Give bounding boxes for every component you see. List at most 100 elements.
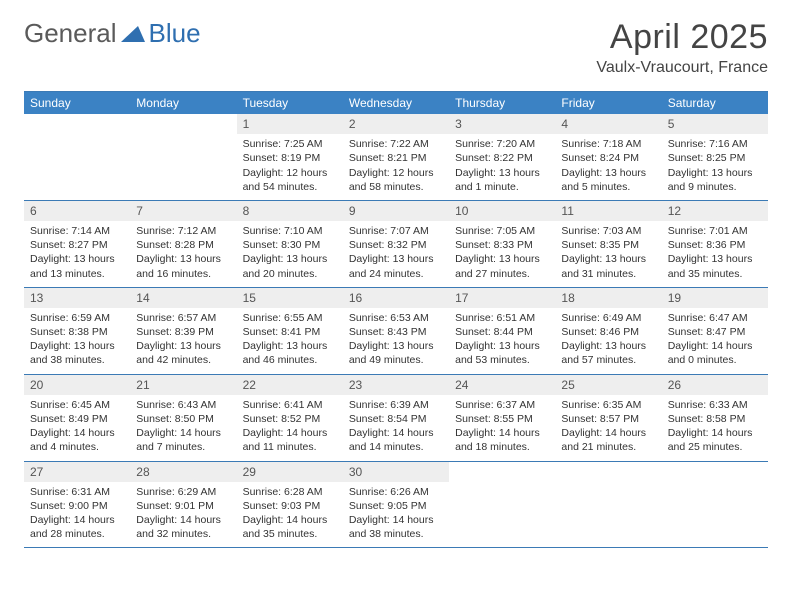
calendar-day: 4Sunrise: 7:18 AMSunset: 8:24 PMDaylight…: [555, 114, 661, 200]
calendar-day: 8Sunrise: 7:10 AMSunset: 8:30 PMDaylight…: [237, 201, 343, 287]
calendar-day: 26Sunrise: 6:33 AMSunset: 8:58 PMDayligh…: [662, 375, 768, 461]
calendar: SundayMondayTuesdayWednesdayThursdayFrid…: [24, 91, 768, 548]
weekday-header: Tuesday: [237, 92, 343, 114]
day-details: Sunrise: 6:35 AMSunset: 8:57 PMDaylight:…: [555, 395, 661, 461]
calendar-week: 27Sunrise: 6:31 AMSunset: 9:00 PMDayligh…: [24, 462, 768, 549]
day-details: Sunrise: 6:29 AMSunset: 9:01 PMDaylight:…: [130, 482, 236, 548]
day-details: Sunrise: 7:07 AMSunset: 8:32 PMDaylight:…: [343, 221, 449, 287]
sunrise-line: Sunrise: 7:16 AM: [668, 137, 762, 151]
calendar-day: 3Sunrise: 7:20 AMSunset: 8:22 PMDaylight…: [449, 114, 555, 200]
sunrise-line: Sunrise: 6:47 AM: [668, 311, 762, 325]
calendar-day: 25Sunrise: 6:35 AMSunset: 8:57 PMDayligh…: [555, 375, 661, 461]
day-details: Sunrise: 6:41 AMSunset: 8:52 PMDaylight:…: [237, 395, 343, 461]
calendar-day: 6Sunrise: 7:14 AMSunset: 8:27 PMDaylight…: [24, 201, 130, 287]
sunrise-line: Sunrise: 6:33 AM: [668, 398, 762, 412]
daylight-line: Daylight: 14 hours and 21 minutes.: [561, 426, 655, 454]
day-details: Sunrise: 6:43 AMSunset: 8:50 PMDaylight:…: [130, 395, 236, 461]
sunset-line: Sunset: 8:24 PM: [561, 151, 655, 165]
day-number: 15: [237, 288, 343, 308]
calendar-day: 24Sunrise: 6:37 AMSunset: 8:55 PMDayligh…: [449, 375, 555, 461]
calendar-day: 18Sunrise: 6:49 AMSunset: 8:46 PMDayligh…: [555, 288, 661, 374]
sunrise-line: Sunrise: 7:22 AM: [349, 137, 443, 151]
sunrise-line: Sunrise: 7:12 AM: [136, 224, 230, 238]
day-details: Sunrise: 6:39 AMSunset: 8:54 PMDaylight:…: [343, 395, 449, 461]
day-number: 3: [449, 114, 555, 134]
day-details: Sunrise: 7:14 AMSunset: 8:27 PMDaylight:…: [24, 221, 130, 287]
day-details: Sunrise: 7:22 AMSunset: 8:21 PMDaylight:…: [343, 134, 449, 200]
daylight-line: Daylight: 13 hours and 31 minutes.: [561, 252, 655, 280]
daylight-line: Daylight: 13 hours and 5 minutes.: [561, 166, 655, 194]
day-details: Sunrise: 6:45 AMSunset: 8:49 PMDaylight:…: [24, 395, 130, 461]
sunrise-line: Sunrise: 6:45 AM: [30, 398, 124, 412]
daylight-line: Daylight: 13 hours and 49 minutes.: [349, 339, 443, 367]
calendar-day: 7Sunrise: 7:12 AMSunset: 8:28 PMDaylight…: [130, 201, 236, 287]
daylight-line: Daylight: 14 hours and 14 minutes.: [349, 426, 443, 454]
calendar-day: [449, 462, 555, 548]
calendar-day: 5Sunrise: 7:16 AMSunset: 8:25 PMDaylight…: [662, 114, 768, 200]
sunrise-line: Sunrise: 6:26 AM: [349, 485, 443, 499]
calendar-day: 15 Sunrise: 6:55 AMSunset: 8:41 PMDayligh…: [237, 288, 343, 374]
logo-triangle-icon: [121, 24, 147, 44]
day-number: 19: [662, 288, 768, 308]
calendar-day: 30Sunrise: 6:26 AMSunset: 9:05 PMDayligh…: [343, 462, 449, 548]
daylight-line: Daylight: 13 hours and 1 minute.: [455, 166, 549, 194]
calendar-day: 17Sunrise: 6:51 AMSunset: 8:44 PMDayligh…: [449, 288, 555, 374]
day-number: 6: [24, 201, 130, 221]
daylight-line: Daylight: 14 hours and 4 minutes.: [30, 426, 124, 454]
calendar-body: 1Sunrise: 7:25 AMSunset: 8:19 PMDaylight…: [24, 114, 768, 548]
day-number: 20: [24, 375, 130, 395]
day-details: Sunrise: 7:25 AMSunset: 8:19 PMDaylight:…: [237, 134, 343, 200]
daylight-line: Daylight: 13 hours and 35 minutes.: [668, 252, 762, 280]
day-details: Sunrise: 7:05 AMSunset: 8:33 PMDaylight:…: [449, 221, 555, 287]
sunset-line: Sunset: 9:03 PM: [243, 499, 337, 513]
sunrise-line: Sunrise: 7:05 AM: [455, 224, 549, 238]
sunrise-line: Sunrise: 6:29 AM: [136, 485, 230, 499]
calendar-day: 19Sunrise: 6:47 AMSunset: 8:47 PMDayligh…: [662, 288, 768, 374]
sunrise-line: Sunrise: 7:01 AM: [668, 224, 762, 238]
daylight-line: Daylight: 14 hours and 25 minutes.: [668, 426, 762, 454]
day-number: 28: [130, 462, 236, 482]
sunrise-line: Sunrise: 7:20 AM: [455, 137, 549, 151]
daylight-line: Daylight: 14 hours and 7 minutes.: [136, 426, 230, 454]
day-number: 18: [555, 288, 661, 308]
daylight-line: Daylight: 13 hours and 46 minutes.: [243, 339, 337, 367]
sunrise-line: Sunrise: 6:31 AM: [30, 485, 124, 499]
calendar-day: 28Sunrise: 6:29 AMSunset: 9:01 PMDayligh…: [130, 462, 236, 548]
sunset-line: Sunset: 8:52 PM: [243, 412, 337, 426]
calendar-day: [130, 114, 236, 200]
day-number: 7: [130, 201, 236, 221]
day-number: 12: [662, 201, 768, 221]
day-number: 14: [130, 288, 236, 308]
day-number: 1: [237, 114, 343, 134]
weekday-header: Saturday: [662, 92, 768, 114]
daylight-line: Daylight: 13 hours and 13 minutes.: [30, 252, 124, 280]
sunset-line: Sunset: 8:55 PM: [455, 412, 549, 426]
sunrise-line: Sunrise: 6:55 AM: [243, 311, 337, 325]
sunrise-line: Sunrise: 7:14 AM: [30, 224, 124, 238]
day-number: 16: [343, 288, 449, 308]
calendar-week: 6Sunrise: 7:14 AMSunset: 8:27 PMDaylight…: [24, 201, 768, 288]
sunset-line: Sunset: 8:28 PM: [136, 238, 230, 252]
sunset-line: Sunset: 8:44 PM: [455, 325, 549, 339]
sunset-line: Sunset: 8:25 PM: [668, 151, 762, 165]
daylight-line: Daylight: 12 hours and 58 minutes.: [349, 166, 443, 194]
weekday-header: Wednesday: [343, 92, 449, 114]
day-details: Sunrise: 6:49 AMSunset: 8:46 PMDaylight:…: [555, 308, 661, 374]
day-details: Sunrise: 7:12 AMSunset: 8:28 PMDaylight:…: [130, 221, 236, 287]
daylight-line: Daylight: 14 hours and 35 minutes.: [243, 513, 337, 541]
day-details: Sunrise: 6:51 AMSunset: 8:44 PMDaylight:…: [449, 308, 555, 374]
sunset-line: Sunset: 9:05 PM: [349, 499, 443, 513]
daylight-line: Daylight: 13 hours and 38 minutes.: [30, 339, 124, 367]
sunset-line: Sunset: 8:58 PM: [668, 412, 762, 426]
brand-part2: Blue: [149, 18, 201, 49]
day-number: 10: [449, 201, 555, 221]
day-number: 13: [24, 288, 130, 308]
daylight-line: Daylight: 13 hours and 53 minutes.: [455, 339, 549, 367]
day-details: Sunrise: 6:28 AMSunset: 9:03 PMDaylight:…: [237, 482, 343, 548]
sunset-line: Sunset: 8:46 PM: [561, 325, 655, 339]
sunset-line: Sunset: 8:41 PM: [243, 325, 337, 339]
sunrise-line: Sunrise: 6:35 AM: [561, 398, 655, 412]
sunset-line: Sunset: 9:01 PM: [136, 499, 230, 513]
daylight-line: Daylight: 14 hours and 28 minutes.: [30, 513, 124, 541]
calendar-day: 9Sunrise: 7:07 AMSunset: 8:32 PMDaylight…: [343, 201, 449, 287]
